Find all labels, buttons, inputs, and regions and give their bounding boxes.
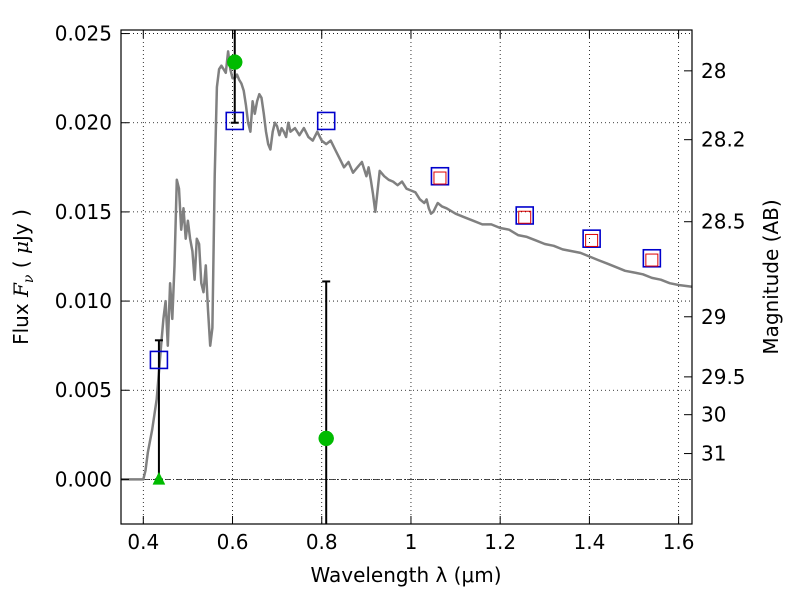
y-axis-title: Flux Fν ( μJy ): [9, 209, 37, 345]
model-photometry-square: [149, 350, 169, 370]
y-title-symbol: F: [9, 282, 33, 298]
x-tick-label: 1: [405, 530, 418, 554]
model-photometry-square: [582, 229, 601, 248]
x-tick-label: 0.4: [127, 530, 159, 554]
observed-photometry-square: [518, 210, 532, 224]
model-photometry-square: [316, 111, 336, 131]
observed-detection-point: [318, 430, 334, 447]
y2-tick-label: 28.2: [701, 128, 746, 152]
observed-detection-point: [227, 54, 243, 70]
model-photometry-square: [430, 166, 450, 186]
x-axis-title: Wavelength λ (μm): [310, 563, 501, 587]
model-spectrum-line: [121, 50, 693, 481]
x-tick-label: 0.6: [217, 530, 249, 554]
y-title-open: (: [9, 254, 33, 275]
y-tick-label: 0.000: [55, 467, 112, 491]
observed-photometry-square: [433, 171, 447, 185]
x-tick-label: 1.2: [484, 530, 516, 554]
model-photometry-square: [225, 111, 245, 131]
y-title-subscript: ν: [21, 274, 37, 283]
y-title-prefix: Flux: [9, 297, 33, 345]
y2-tick-label: 29.5: [701, 365, 746, 389]
y-tick-label: 0.025: [55, 22, 112, 46]
y2-tick-label: 30: [701, 403, 726, 427]
upper-limit-triangle: [152, 471, 166, 485]
y2-axis-title: Magnitude (AB): [759, 199, 783, 354]
model-photometry-square: [515, 206, 535, 225]
data-layer: [121, 30, 693, 524]
tick-layer: 0.4 0.6 0.8 1 1.2 1.4 1.6 0.000 0.005 0.010 0.015 0…: [55, 22, 746, 554]
y-tick-label: 0.005: [55, 378, 112, 402]
model-photometry-square: [642, 248, 662, 268]
plot-frame: [120, 29, 693, 525]
y-title-mu: μ: [9, 241, 33, 254]
y-tick-label: 0.015: [55, 200, 112, 224]
y2-tick-label: 28: [701, 59, 726, 83]
y-tick-label: 0.010: [55, 289, 112, 313]
y2-tick-label: 31: [701, 442, 726, 466]
y2-tick-label: 29: [701, 305, 726, 329]
x-tick-label: 1.6: [663, 530, 695, 554]
observed-photometry-square: [585, 233, 599, 247]
x-tick-label: 1.4: [573, 530, 605, 554]
observed-photometry-square: [645, 253, 659, 267]
y-tick-label: 0.020: [55, 111, 112, 135]
y2-tick-label: 28.5: [701, 210, 746, 234]
x-tick-label: 0.8: [306, 530, 338, 554]
y-title-close: Jy ): [9, 209, 33, 243]
